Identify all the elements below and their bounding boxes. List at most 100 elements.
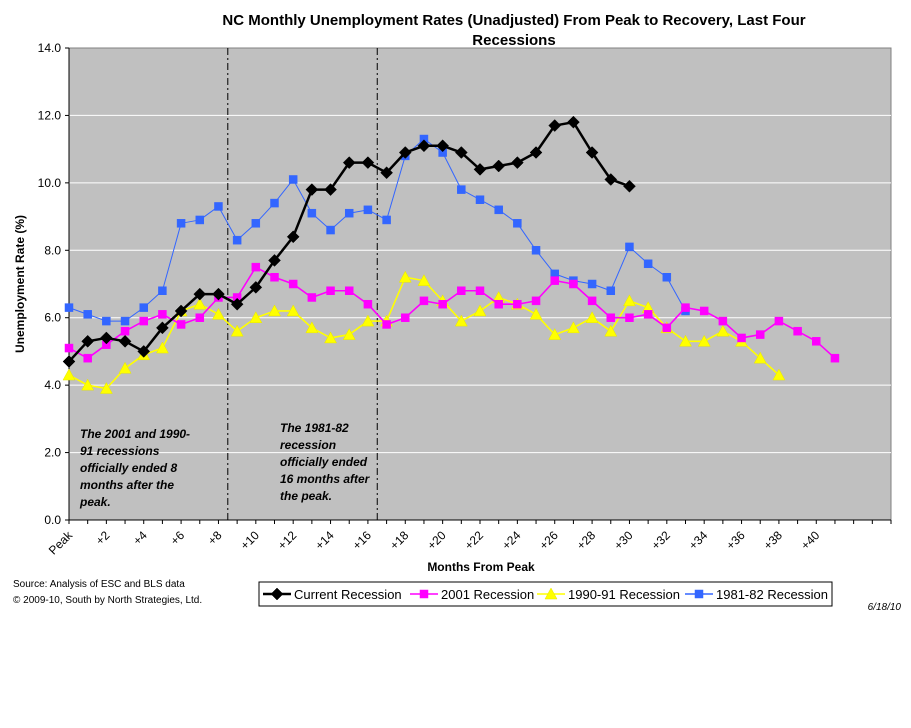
annotation-line: the peak. — [280, 489, 332, 503]
source-line-2: © 2009-10, South by North Strategies, Lt… — [13, 595, 202, 606]
data-point — [155, 341, 169, 354]
data-point — [270, 273, 279, 282]
data-point — [585, 311, 599, 323]
data-point — [531, 246, 541, 255]
y-tick-label: 4.0 — [44, 378, 61, 392]
y-tick-label: 8.0 — [44, 243, 61, 257]
data-point — [513, 299, 522, 309]
data-point — [643, 259, 653, 269]
data-point — [81, 378, 95, 391]
x-axis: Peak +2 +4 +6 +8 +10 +12 +14 +16 +18 +20 +22 +24 +26 +… — [46, 519, 892, 558]
data-point — [492, 159, 506, 173]
data-point — [587, 279, 597, 289]
legend-label: 1981-82 Recession — [716, 587, 828, 602]
data-point — [214, 202, 223, 211]
data-point — [344, 286, 354, 295]
data-point — [793, 326, 802, 336]
data-point — [753, 351, 767, 364]
data-point — [398, 270, 412, 283]
x-tick-label: +16 — [350, 528, 375, 553]
y-tick-label: 12.0 — [38, 108, 62, 122]
data-point — [361, 156, 375, 169]
x-tick-label: +24 — [499, 528, 524, 553]
series-1 — [64, 262, 840, 363]
data-point — [417, 139, 431, 153]
reference-lines — [227, 48, 378, 520]
x-tick-label: +20 — [424, 528, 449, 553]
legend-label: 1990-91 Recession — [568, 587, 680, 602]
data-point — [249, 311, 263, 323]
data-point — [230, 297, 244, 311]
data-point — [623, 294, 636, 307]
data-point — [662, 323, 672, 333]
annotation-line: 91 recessions — [80, 444, 160, 458]
data-point — [419, 296, 429, 306]
x-tick-label: +38 — [761, 528, 786, 553]
data-point — [156, 321, 169, 335]
data-point — [100, 331, 113, 345]
legend: Current Recession 2001 Recession 1990-91 R… — [258, 581, 833, 607]
data-point — [457, 185, 466, 194]
series-0 — [62, 115, 636, 368]
data-point — [438, 299, 447, 309]
legend-marker — [419, 589, 429, 599]
data-point — [812, 337, 821, 346]
x-tick-label: Peak — [46, 528, 76, 558]
data-point — [83, 310, 92, 319]
data-point — [324, 331, 337, 344]
data-point — [158, 310, 167, 319]
data-point — [270, 198, 279, 208]
y-axis-title: Unemployment Rate (%) — [13, 215, 27, 353]
y-tick-label: 14.0 — [38, 41, 62, 55]
data-point — [193, 297, 207, 310]
data-point — [212, 287, 225, 301]
x-tick-label: +36 — [723, 528, 748, 553]
data-point — [118, 334, 132, 348]
data-point — [83, 353, 92, 363]
data-point — [436, 139, 449, 153]
data-point — [286, 230, 300, 244]
data-point — [454, 314, 468, 327]
data-point — [643, 310, 653, 319]
data-point — [494, 299, 503, 309]
x-tick-label: +26 — [537, 528, 562, 553]
data-point — [342, 328, 356, 340]
source-line-1: Source: Analysis of ESC and BLS data — [13, 579, 185, 590]
annotation-line: peak. — [79, 495, 111, 509]
data-point — [625, 313, 634, 322]
data-point — [531, 296, 541, 306]
data-point — [251, 262, 261, 272]
x-tick-label: +14 — [312, 528, 337, 553]
data-point — [268, 254, 281, 267]
data-point — [473, 304, 487, 317]
data-point — [176, 320, 186, 329]
x-tick-label: +18 — [387, 528, 412, 553]
data-point — [99, 381, 113, 394]
data-point — [606, 313, 616, 322]
x-tick-label: +2 — [93, 528, 113, 548]
data-point — [755, 330, 765, 339]
annotation-line: recession — [280, 438, 336, 452]
x-tick-label: +28 — [574, 528, 599, 553]
annotation-line: officially ended 8 — [80, 461, 177, 475]
data-point — [288, 279, 298, 289]
data-point — [232, 235, 242, 245]
x-tick-label: +32 — [649, 528, 674, 553]
data-point — [718, 316, 728, 326]
data-point — [307, 208, 317, 218]
annotation-line: The 1981-82 — [280, 421, 349, 435]
data-point — [529, 307, 543, 320]
data-point — [457, 286, 466, 295]
data-point — [81, 334, 95, 348]
data-point — [363, 205, 373, 215]
x-tick-label: +12 — [275, 528, 300, 553]
y-tick-label: 10.0 — [38, 176, 62, 190]
data-point — [513, 219, 522, 228]
data-point — [401, 313, 410, 322]
annotations: The 2001 and 1990- 91 recessions officiall… — [79, 421, 371, 509]
series-line — [68, 138, 686, 322]
data-point — [606, 286, 616, 295]
data-point — [679, 334, 692, 347]
data-point — [120, 326, 130, 336]
data-point — [550, 276, 559, 285]
